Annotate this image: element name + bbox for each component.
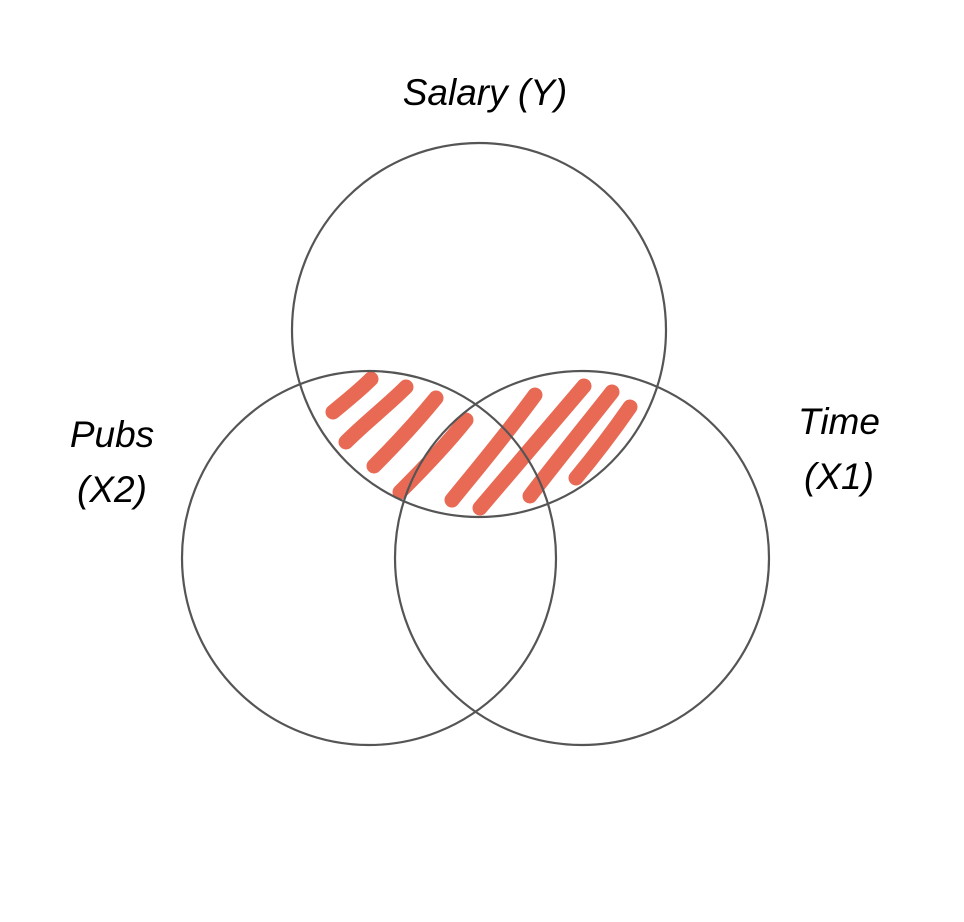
- highlight-stroke: [472, 378, 592, 516]
- highlight-stroke: [522, 384, 620, 504]
- highlight-stroke: [325, 371, 379, 420]
- time-label-line2: (X1): [804, 456, 874, 497]
- highlight-stroke: [392, 412, 474, 500]
- pubs-label-line2: (X2): [77, 469, 147, 510]
- highlight-stroke: [338, 379, 414, 450]
- highlight-stroke: [444, 387, 543, 508]
- salary-circle: [290, 141, 668, 519]
- highlight-stroke: [568, 399, 638, 486]
- time-circle: [393, 369, 771, 747]
- salary-label: Salary (Y): [403, 72, 567, 113]
- pubs-label-line1: Pubs: [70, 414, 154, 455]
- shared-variance-highlight: [325, 371, 638, 516]
- time-label-line1: Time: [798, 401, 880, 442]
- pubs-circle: [180, 369, 558, 747]
- highlight-stroke: [366, 390, 444, 474]
